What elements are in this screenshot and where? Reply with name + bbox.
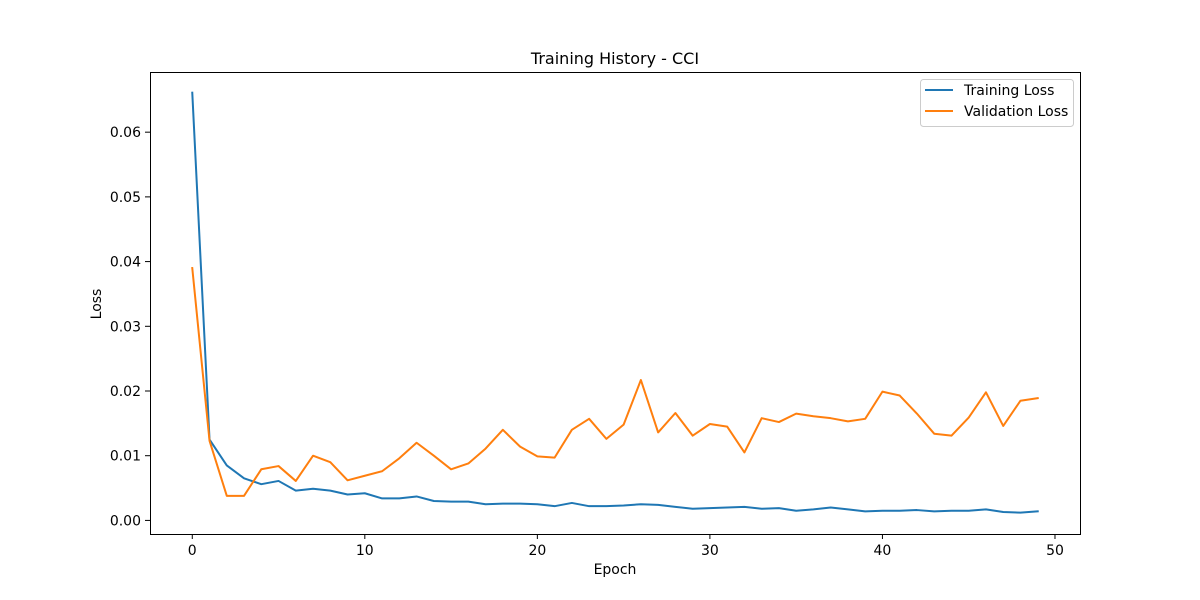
- y-tick-label: 0.03: [110, 319, 141, 335]
- x-tick-label: 0: [188, 543, 197, 559]
- legend-box: [920, 79, 1074, 127]
- y-axis-ticks: 0.00 0.01 0.02 0.03 0.04 0.05 0.06: [110, 125, 150, 529]
- series-layer: [191, 91, 1039, 514]
- plot-frame: [150, 72, 1081, 535]
- x-axis-ticks: 0 10 20 30 40 50: [188, 534, 1064, 559]
- y-axis-label: Loss: [89, 289, 105, 320]
- x-tick-label: 20: [528, 543, 546, 559]
- x-axis-label: Epoch: [594, 562, 637, 578]
- y-tick-label: 0.04: [110, 255, 141, 271]
- series-line-validation-loss: [191, 266, 1039, 497]
- y-tick-label: 0.02: [110, 384, 141, 400]
- legend-label-validation-loss: Validation Loss: [964, 104, 1068, 120]
- x-tick-label: 50: [1046, 543, 1064, 559]
- series-line-training-loss: [191, 91, 1039, 514]
- y-tick-label: 0.00: [110, 513, 141, 529]
- x-tick-label: 30: [701, 543, 719, 559]
- y-tick-label: 0.01: [110, 449, 141, 465]
- chart-title: Training History - CCI: [530, 49, 699, 68]
- y-tick-label: 0.06: [110, 125, 141, 141]
- y-tick-label: 0.05: [110, 190, 141, 206]
- legend: Training Loss Validation Loss: [920, 79, 1074, 127]
- x-tick-label: 40: [874, 543, 892, 559]
- legend-label-training-loss: Training Loss: [963, 83, 1054, 99]
- x-tick-label: 10: [356, 543, 374, 559]
